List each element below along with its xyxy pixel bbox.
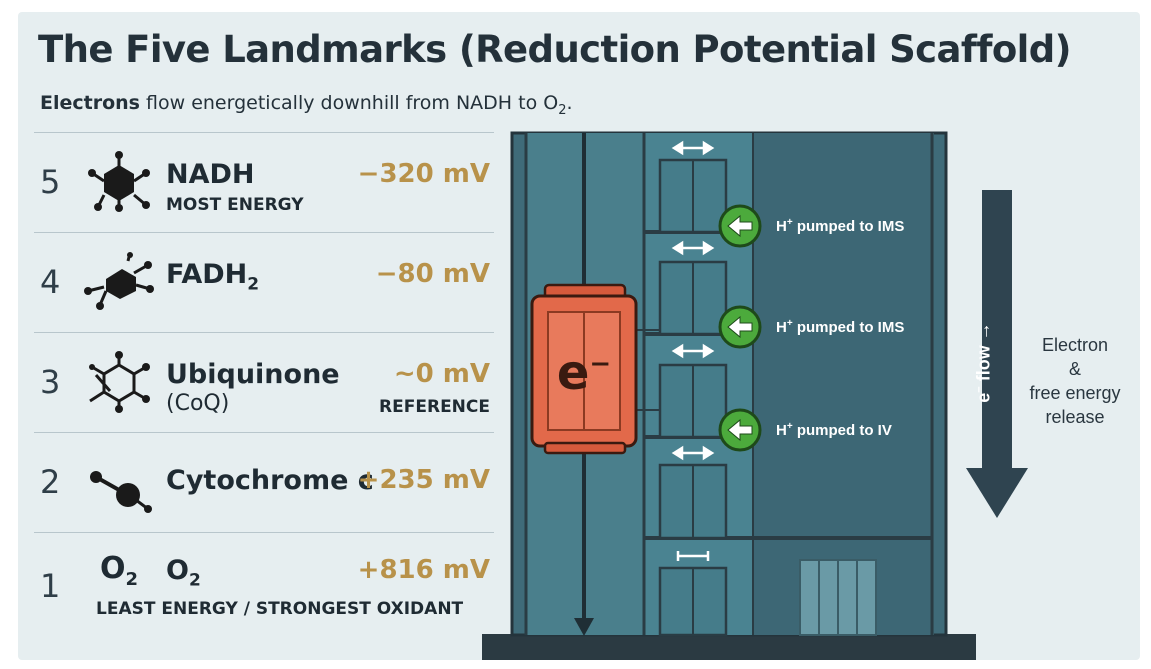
subtitle-text: flow energetically downhill from NADH to… bbox=[146, 92, 559, 114]
subtitle-end: . bbox=[566, 92, 573, 114]
pump-label-1: H+ pumped to IMS bbox=[776, 217, 905, 235]
landmark-name: FADH2 bbox=[166, 259, 260, 295]
cable-down-arrow-icon bbox=[574, 618, 594, 636]
landmark-name: Cytochrome c bbox=[166, 465, 374, 496]
landmark-row-fadh2: 4 FADH2 −80 mV bbox=[34, 232, 494, 333]
landmark-row-ubiquinone: 3 Ubiquinone (CoQ) ~0 mV REFERENCE bbox=[34, 332, 494, 433]
page-title: The Five Landmarks (Reduction Potential … bbox=[38, 28, 1072, 71]
potential-value: +235 mV bbox=[357, 465, 490, 495]
rank-number: 3 bbox=[40, 363, 61, 401]
landmark-row-oxygen: 1 O2 O2 LEAST ENERGY / STRONGEST OXIDANT… bbox=[34, 532, 494, 629]
oxygen-symbol-icon: O2 bbox=[100, 551, 139, 590]
landmark-descriptor: (CoQ) bbox=[166, 391, 230, 416]
rank-number: 4 bbox=[40, 263, 61, 301]
rank-number: 5 bbox=[40, 163, 61, 201]
landmark-name: O2 bbox=[166, 555, 201, 591]
pump-label-3: H+ pumped to IV bbox=[776, 421, 892, 439]
pump-label-2: H+ pumped to IMS bbox=[776, 318, 905, 336]
landmark-row-cytochrome-c: 2 Cytochrome c +235 mV bbox=[34, 432, 494, 533]
potential-value: −320 mV bbox=[357, 159, 490, 189]
potential-note: REFERENCE bbox=[379, 397, 490, 417]
rank-number: 1 bbox=[40, 567, 61, 605]
right-wall bbox=[754, 133, 934, 635]
ground-slab bbox=[482, 634, 976, 660]
free-energy-release-label: Electron & free energy release bbox=[1029, 335, 1121, 427]
subtitle-subscript: 2 bbox=[558, 102, 567, 118]
landmark-name: NADH bbox=[166, 159, 255, 190]
landmark-name: Ubiquinone bbox=[166, 359, 340, 390]
proton-pump-icons bbox=[718, 204, 762, 452]
rank-number: 2 bbox=[40, 463, 61, 501]
potential-value: −80 mV bbox=[375, 259, 490, 289]
potential-value: +816 mV bbox=[357, 555, 490, 585]
nadh-molecule-icon bbox=[88, 151, 150, 212]
door-indicator-icons bbox=[671, 140, 715, 561]
subtitle: Electrons flow energetically downhill fr… bbox=[40, 92, 573, 118]
fadh2-molecule-icon bbox=[84, 252, 154, 310]
landmark-row-nadh: 5 NADH MOST ENERGY −320 mV bbox=[34, 132, 494, 233]
subtitle-bold: Electrons bbox=[40, 92, 140, 114]
cytochrome-c-icon bbox=[90, 471, 152, 513]
vent-panel bbox=[799, 559, 877, 636]
electron-flow-arrow-icon bbox=[966, 190, 1028, 518]
ubiquinone-molecule-icon bbox=[89, 351, 150, 413]
electron-flow-label: e− flow → bbox=[973, 322, 994, 403]
landmark-descriptor: LEAST ENERGY / STRONGEST OXIDANT bbox=[96, 599, 464, 619]
potential-value: ~0 mV bbox=[393, 359, 490, 389]
electron-label: e− bbox=[556, 345, 612, 401]
landmark-descriptor: MOST ENERGY bbox=[166, 195, 304, 215]
elevator-car bbox=[530, 283, 638, 455]
